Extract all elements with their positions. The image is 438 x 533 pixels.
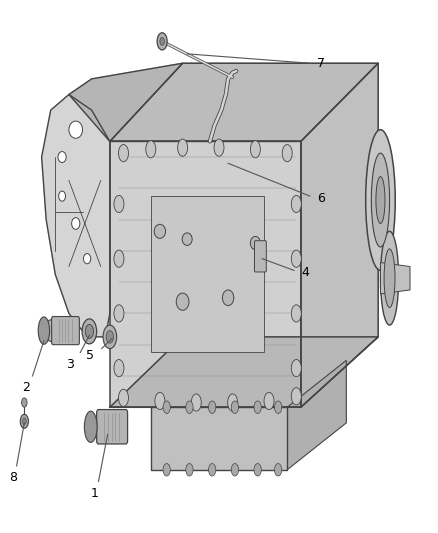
Circle shape (155, 392, 165, 409)
Ellipse shape (366, 130, 395, 270)
Circle shape (228, 394, 238, 411)
Ellipse shape (38, 317, 49, 344)
Circle shape (254, 401, 261, 414)
Polygon shape (381, 263, 410, 294)
Ellipse shape (381, 231, 399, 325)
Circle shape (114, 250, 124, 267)
Ellipse shape (69, 121, 82, 138)
Circle shape (114, 196, 124, 213)
Polygon shape (287, 360, 346, 470)
Circle shape (163, 401, 170, 414)
Ellipse shape (223, 290, 234, 305)
Circle shape (106, 330, 113, 343)
Ellipse shape (176, 293, 189, 310)
Text: 7: 7 (317, 57, 325, 70)
Circle shape (291, 360, 301, 377)
Polygon shape (110, 337, 378, 407)
Circle shape (214, 139, 224, 156)
FancyBboxPatch shape (254, 241, 266, 272)
Polygon shape (69, 63, 183, 141)
Circle shape (85, 325, 93, 338)
Text: 1: 1 (91, 487, 99, 500)
Circle shape (163, 464, 170, 476)
Ellipse shape (251, 237, 260, 249)
Circle shape (291, 196, 301, 213)
Ellipse shape (376, 176, 385, 223)
Circle shape (254, 464, 261, 476)
Circle shape (291, 305, 301, 322)
Ellipse shape (182, 233, 192, 245)
Circle shape (157, 33, 167, 50)
Circle shape (191, 394, 201, 411)
Ellipse shape (84, 254, 91, 264)
Ellipse shape (58, 151, 66, 163)
Circle shape (114, 305, 124, 322)
Polygon shape (110, 63, 378, 141)
Polygon shape (151, 196, 265, 352)
Circle shape (231, 401, 239, 414)
Ellipse shape (43, 319, 68, 342)
Circle shape (251, 141, 260, 158)
Circle shape (291, 387, 301, 405)
Ellipse shape (384, 249, 395, 308)
Text: 6: 6 (318, 192, 325, 205)
Circle shape (208, 464, 216, 476)
Polygon shape (301, 63, 378, 407)
Circle shape (119, 144, 128, 161)
Circle shape (21, 398, 27, 407)
Circle shape (275, 401, 282, 414)
Text: 8: 8 (9, 471, 17, 484)
Circle shape (186, 401, 193, 414)
Ellipse shape (85, 411, 97, 442)
Circle shape (119, 389, 128, 407)
Circle shape (22, 418, 26, 424)
FancyBboxPatch shape (97, 409, 127, 444)
Circle shape (82, 319, 97, 344)
Circle shape (291, 250, 301, 267)
Circle shape (114, 360, 124, 377)
Ellipse shape (59, 191, 66, 201)
Circle shape (186, 464, 193, 476)
Circle shape (264, 392, 274, 409)
Text: 5: 5 (86, 349, 94, 362)
Circle shape (20, 414, 28, 429)
Circle shape (275, 464, 282, 476)
Circle shape (208, 401, 216, 414)
FancyBboxPatch shape (52, 317, 79, 345)
Ellipse shape (154, 224, 166, 238)
Polygon shape (42, 94, 110, 337)
Circle shape (231, 464, 239, 476)
Circle shape (103, 325, 117, 349)
Circle shape (160, 37, 164, 45)
Circle shape (178, 139, 187, 156)
Text: 3: 3 (66, 358, 74, 371)
Ellipse shape (72, 217, 80, 229)
Text: 4: 4 (301, 266, 309, 279)
Text: 2: 2 (22, 381, 30, 394)
Circle shape (146, 141, 156, 158)
Polygon shape (110, 141, 301, 407)
Circle shape (282, 144, 292, 161)
Ellipse shape (371, 153, 389, 247)
Polygon shape (151, 407, 287, 470)
